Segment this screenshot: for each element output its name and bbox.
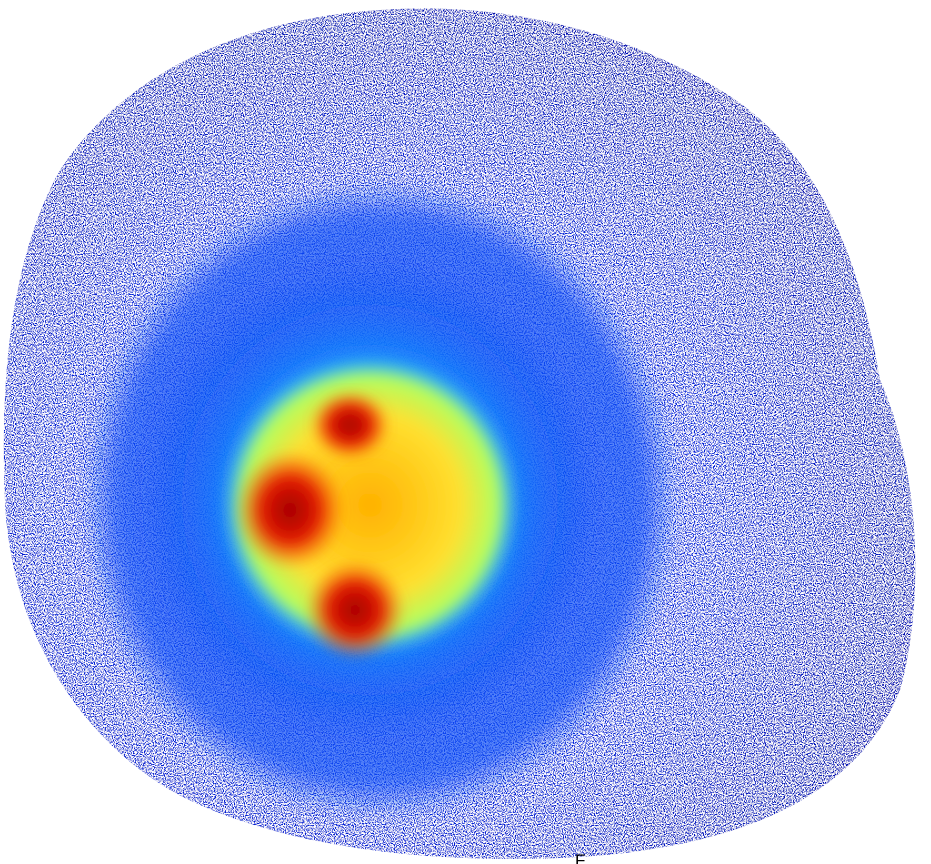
red-zone-top	[310, 390, 390, 460]
yellow-zone	[220, 355, 520, 655]
red-zone-left	[235, 450, 345, 570]
red-zone-bottom	[305, 560, 405, 660]
view-label: F	[575, 851, 585, 864]
